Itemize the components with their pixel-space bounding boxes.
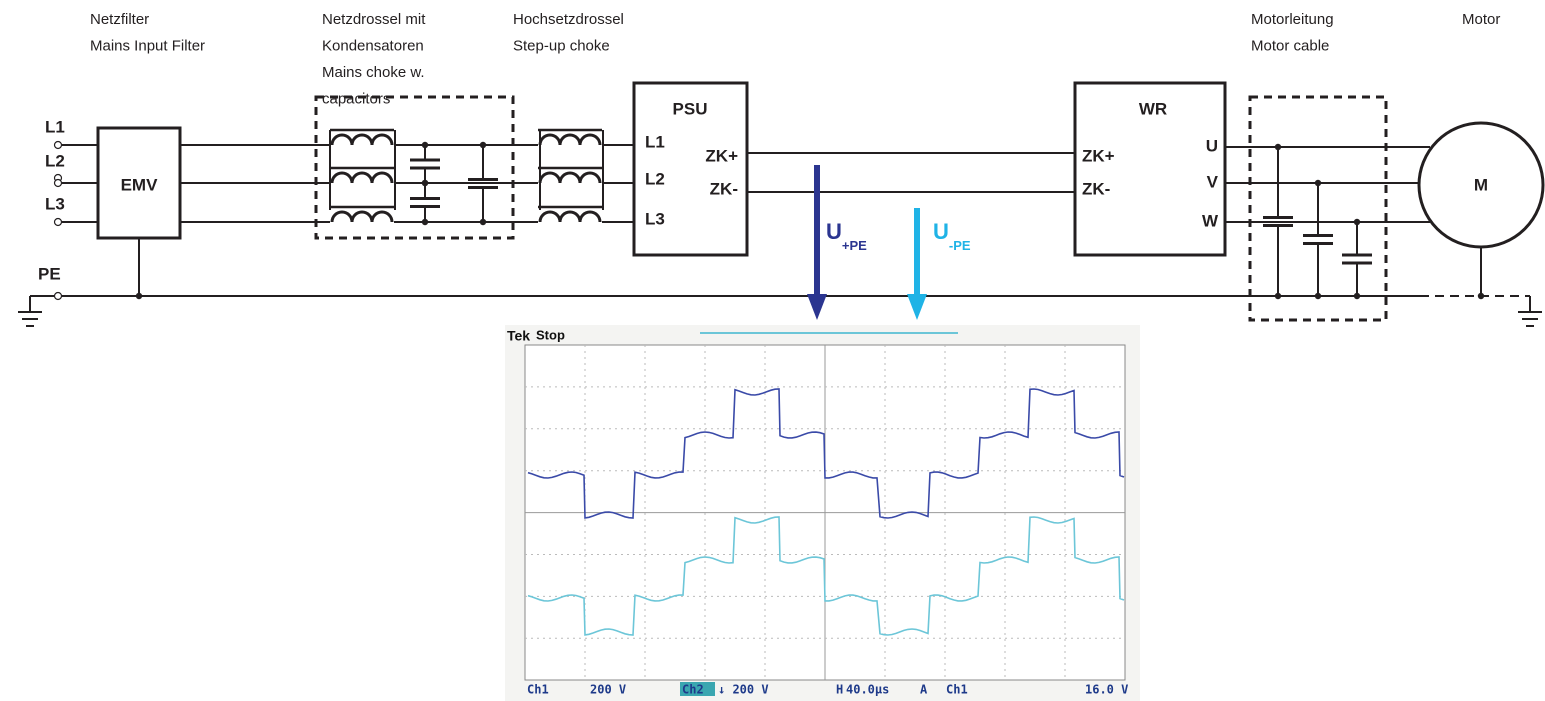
arrow-head [907, 294, 927, 320]
junction [422, 180, 428, 186]
motor-label: M [1474, 175, 1488, 194]
coil-gap [330, 131, 394, 146]
terminal [55, 142, 62, 149]
scope-status: 200 V [590, 683, 626, 697]
input-label: L3 [45, 194, 65, 213]
header-label: Mains choke w. [322, 64, 425, 81]
scope-brand: Tek [507, 328, 530, 344]
psu-input: L1 [645, 132, 665, 151]
scope-status: Ch1 [946, 683, 968, 697]
wr-title: WR [1139, 99, 1167, 118]
arrow-head [807, 294, 827, 320]
psu-input: L3 [645, 209, 665, 228]
input-label: L1 [45, 117, 65, 136]
scope-state: Stop [536, 327, 565, 342]
diagram: Netzfilter Mains Input Filter Netzdrossel … [0, 0, 1545, 701]
scope-status: ↓ 200 V [718, 683, 769, 697]
junction [1354, 219, 1360, 225]
junction [480, 142, 486, 148]
junction [136, 293, 142, 299]
emv-label: EMV [121, 175, 159, 194]
header-label: Netzfilter [90, 11, 149, 28]
input-label: L2 [45, 151, 65, 170]
wr-output: U [1206, 136, 1218, 155]
voltage-label: U-PE [933, 219, 971, 254]
scope-status: 40.0µs [846, 683, 889, 697]
coil-gap [538, 131, 602, 146]
junction [422, 219, 428, 225]
voltage-label: U+PE [826, 219, 867, 254]
scope-status: 16.0 V [1085, 683, 1128, 697]
voltage-symbol: U [933, 219, 949, 244]
terminal [55, 180, 62, 187]
header-label: Motorleitung [1251, 11, 1334, 28]
psu-output: ZK- [710, 179, 738, 198]
terminal [55, 293, 62, 300]
junction [1315, 180, 1321, 186]
psu-input: L2 [645, 169, 665, 188]
junction [1275, 144, 1281, 150]
header-label: Netzdrossel mit [322, 11, 426, 28]
coil-gap [538, 169, 602, 184]
wr-input: ZK- [1082, 179, 1110, 198]
junction [480, 219, 486, 225]
scope-status: A [920, 683, 928, 697]
header-label: Motor [1462, 11, 1500, 28]
psu-output: ZK+ [705, 146, 738, 165]
psu-title: PSU [673, 99, 708, 118]
coil-gap [330, 208, 394, 223]
coil-gap [330, 169, 394, 184]
voltage-subscript: +PE [842, 238, 867, 253]
header-label: Mains Input Filter [90, 37, 205, 54]
terminal [55, 219, 62, 226]
wr-input: ZK+ [1082, 146, 1115, 165]
junction [1478, 293, 1484, 299]
junction [422, 142, 428, 148]
header-label: Kondensatoren [322, 37, 424, 54]
scope-status: Ch2 [682, 683, 704, 697]
header-label: Step-up choke [513, 37, 610, 54]
pe-label: PE [38, 264, 61, 283]
header-label: Motor cable [1251, 37, 1329, 54]
header-label: capacitors [322, 90, 390, 107]
header-label: Hochsetzdrossel [513, 11, 624, 28]
wr-output: V [1207, 172, 1219, 191]
coil-gap [538, 208, 602, 223]
wr-output: W [1202, 211, 1219, 230]
scope-status: H [836, 683, 843, 697]
voltage-symbol: U [826, 219, 842, 244]
scope-status: Ch1 [527, 683, 549, 697]
voltage-subscript: -PE [949, 238, 971, 253]
